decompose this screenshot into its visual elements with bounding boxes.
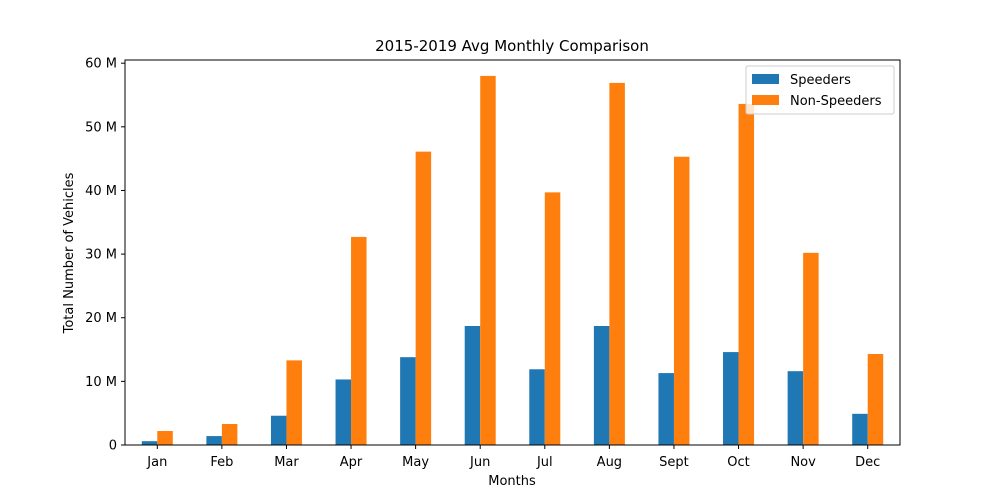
- bar-non-speeders-jan: [157, 431, 173, 445]
- y-tick-label: 50 M: [85, 120, 117, 135]
- y-axis-label: Total Number of Vehicles: [62, 172, 77, 334]
- plot-frame: [124, 59, 901, 446]
- bar-non-speeders-may: [415, 151, 432, 445]
- bar-non-speeders-aug: [609, 82, 625, 445]
- bar-speeders-mar: [270, 415, 287, 445]
- bar-non-speeders-nov: [803, 252, 819, 445]
- x-tick-label: Aug: [597, 455, 622, 470]
- bar-speeders-feb: [206, 436, 222, 445]
- x-tick-label: Dec: [855, 455, 880, 470]
- bar-non-speeders-dec: [867, 354, 884, 445]
- bar-non-speeders-mar: [286, 360, 302, 445]
- chart-title: 2015-2019 Avg Monthly Comparison: [375, 37, 649, 55]
- legend-label: Speeders: [790, 73, 851, 88]
- bar-non-speeders-sept: [673, 156, 690, 446]
- bar-speeders-aug: [593, 326, 610, 445]
- x-tick-label: Jan: [146, 455, 167, 470]
- y-tick-label: 40 M: [85, 184, 117, 199]
- y-tick-label: 0: [109, 439, 117, 454]
- legend-swatch: [752, 95, 779, 105]
- bar-speeders-nov: [787, 371, 804, 445]
- x-tick-label: Nov: [790, 455, 816, 470]
- x-tick-label: Mar: [274, 455, 299, 470]
- bar-speeders-dec: [852, 413, 868, 445]
- bar-non-speeders-jul: [544, 192, 561, 445]
- bar-speeders-apr: [335, 379, 352, 445]
- bar-speeders-sept: [658, 373, 674, 445]
- x-axis-label: Months: [488, 474, 536, 489]
- x-tick-label: Jun: [469, 455, 490, 470]
- y-tick-label: 30 M: [85, 248, 117, 263]
- bar-speeders-jan: [141, 441, 158, 445]
- bar-non-speeders-feb: [221, 424, 238, 445]
- x-tick-label: May: [402, 455, 429, 470]
- bar-speeders-oct: [723, 352, 739, 445]
- legend-box: [745, 65, 895, 115]
- legend-label: Non-Speeders: [790, 94, 882, 109]
- bar-non-speeders-apr: [351, 236, 367, 445]
- x-tick-label: Jul: [536, 455, 553, 470]
- x-tick-label: Oct: [727, 455, 749, 470]
- x-tick-label: Feb: [210, 455, 233, 470]
- y-tick-label: 20 M: [85, 311, 117, 326]
- bar-speeders-jul: [529, 369, 545, 445]
- y-tick-label: 10 M: [85, 375, 117, 390]
- y-tick-label: 60 M: [85, 57, 117, 72]
- bar-speeders-may: [400, 357, 416, 445]
- x-tick-label: Sept: [659, 455, 689, 470]
- bar-speeders-jun: [464, 326, 481, 445]
- x-tick-label: Apr: [340, 455, 363, 470]
- legend-swatch: [752, 74, 779, 84]
- bar-non-speeders-jun: [480, 75, 496, 445]
- bar-non-speeders-oct: [738, 103, 755, 445]
